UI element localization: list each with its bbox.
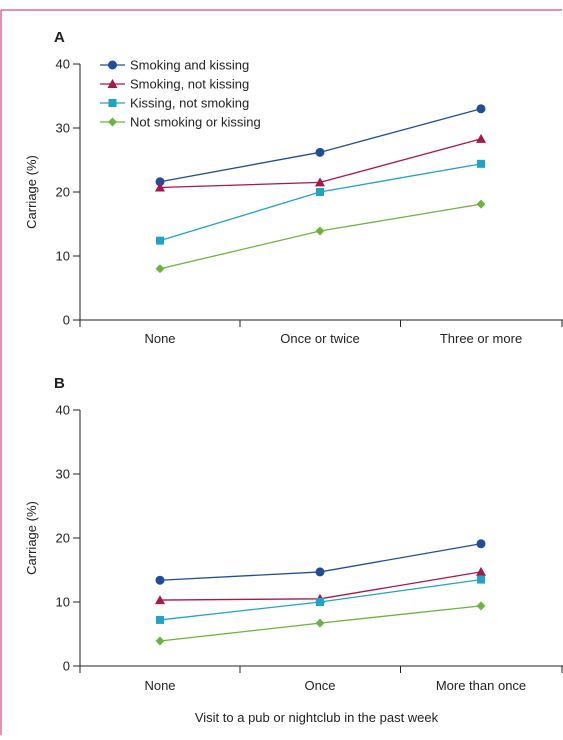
x-tick-label: More than once — [436, 678, 526, 693]
x-tick-label: Once — [304, 678, 335, 693]
data-point-1-2 — [476, 566, 486, 576]
data-point-3-0 — [155, 264, 165, 274]
legend-marker — [107, 79, 118, 88]
data-point-0-1 — [315, 567, 325, 577]
legend-marker — [108, 117, 117, 127]
legend: Smoking and kissing Smoking, not kissing K… — [100, 58, 261, 130]
y-tick-label: 40 — [56, 403, 70, 418]
x-tick-label: Three or more — [440, 331, 522, 346]
data-point-2-0 — [156, 236, 164, 245]
x-tick-label: None — [144, 331, 175, 346]
legend-label: Kissing, not smoking — [130, 96, 249, 111]
y-tick-label: 10 — [56, 595, 70, 610]
legend-marker — [108, 99, 117, 107]
chart-panel-a: A 0 10 20 30 40 Carriage (%) None Once or twice T… — [24, 29, 563, 346]
y-tick-label: 20 — [56, 531, 70, 546]
y-tick-label: 20 — [56, 185, 70, 200]
y-tick-label: 30 — [56, 467, 70, 482]
data-point-1-2 — [476, 133, 486, 143]
y-axis-label: Carriage (%) — [24, 155, 39, 229]
data-point-2-1 — [316, 188, 324, 196]
y-axis-label: Carriage (%) — [24, 501, 39, 575]
data-point-3-2 — [476, 601, 486, 611]
data-point-3-1 — [315, 226, 325, 236]
data-point-3-1 — [315, 618, 325, 628]
data-point-0-0 — [155, 575, 165, 585]
y-tick-label: 40 — [56, 57, 70, 72]
data-point-0-0 — [155, 177, 165, 187]
legend-marker — [108, 60, 117, 70]
data-point-1-0 — [155, 182, 165, 192]
legend-label: Not smoking or kissing — [130, 115, 261, 130]
x-tick-label: Once or twice — [280, 331, 359, 346]
chart-panel-b: B 0 10 20 30 40 Carriage (%) None Once More than … — [24, 375, 563, 725]
data-point-0-1 — [315, 147, 325, 157]
data-point-2-1 — [316, 598, 324, 606]
y-tick-label: 30 — [56, 121, 70, 136]
data-point-3-0 — [155, 636, 165, 646]
x-axis-label: Visit to a pub or nightclub in the past … — [195, 710, 439, 725]
data-point-1-0 — [155, 595, 165, 605]
data-point-0-2 — [476, 104, 486, 114]
data-point-1-1 — [315, 177, 325, 187]
y-tick-label: 0 — [63, 659, 70, 674]
legend-label: Smoking, not kissing — [130, 77, 249, 92]
data-point-0-2 — [476, 539, 486, 549]
panel-label: B — [54, 375, 65, 392]
data-point-2-2 — [477, 575, 485, 584]
y-tick-label: 0 — [63, 313, 70, 328]
x-tick-label: None — [144, 678, 175, 693]
series-line-3 — [159, 203, 482, 270]
y-tick-label: 10 — [56, 249, 70, 264]
panel-label: A — [54, 29, 65, 46]
legend-label: Smoking and kissing — [130, 58, 249, 73]
data-point-2-2 — [477, 159, 485, 168]
data-point-2-0 — [156, 615, 164, 624]
data-point-3-2 — [476, 199, 486, 209]
